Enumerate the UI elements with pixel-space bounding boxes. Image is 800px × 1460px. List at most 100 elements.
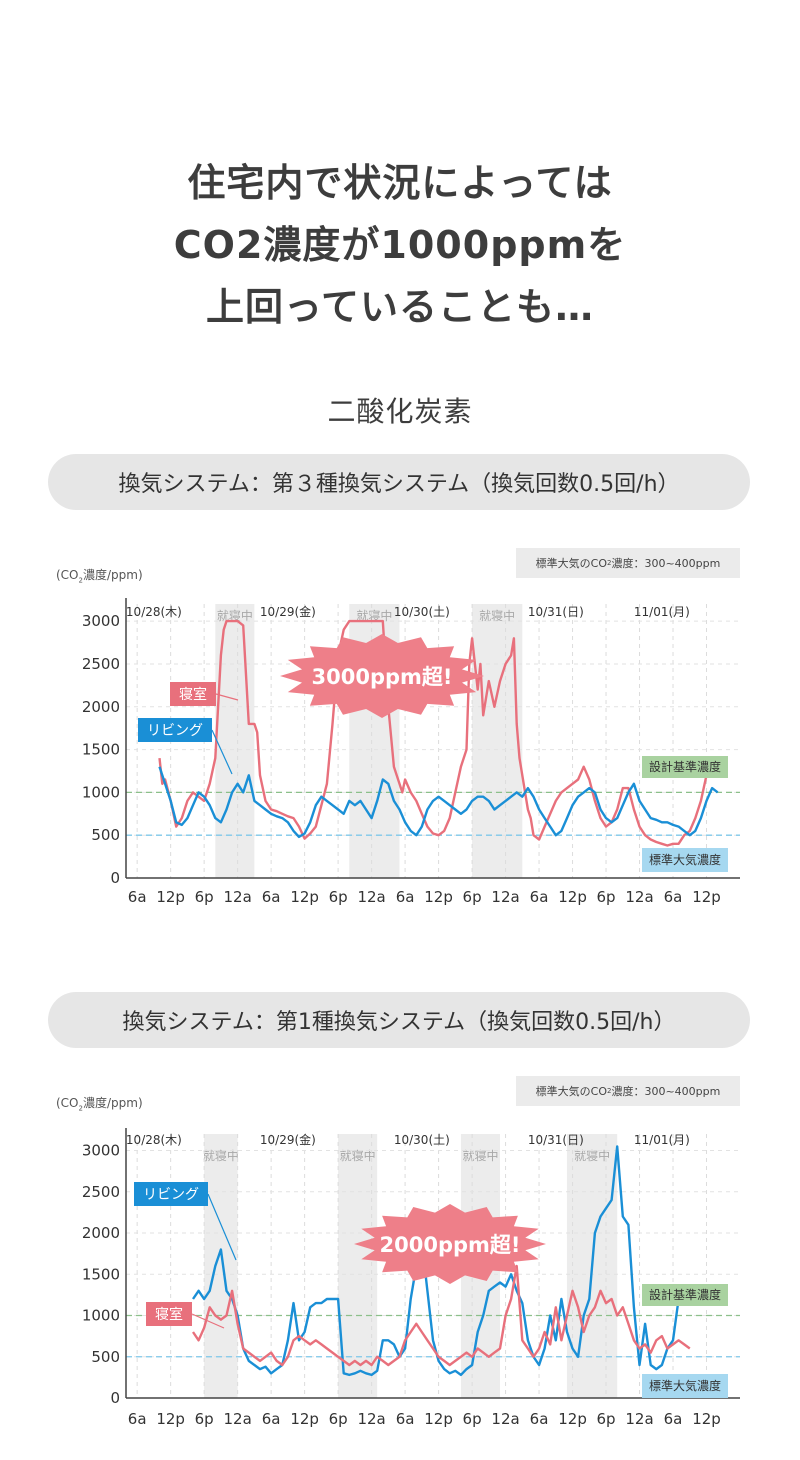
y-tick-label: 1500 <box>82 741 120 759</box>
living-label-box <box>138 718 212 742</box>
chart-1-atmos-standard-note: 標準大気のCO 2 濃度：300~400ppm <box>516 548 740 578</box>
x-tick-label: 12a <box>625 888 653 906</box>
callout-text: 3000ppm超! <box>312 665 453 689</box>
bedroom-label: 寝室 <box>155 1306 183 1323</box>
sleep-label: 就寝中 <box>462 1148 498 1163</box>
atmos-standard-label: 標準大気濃度 <box>649 852 721 867</box>
date-label: 10/28(木) <box>126 1133 182 1147</box>
y-tick-label: 0 <box>110 869 120 887</box>
chart-1-header: 換気システム：第３種換気システム（換気回数0.5回/h） <box>48 454 750 510</box>
callout-burst <box>354 1204 546 1284</box>
chart-2-atmos-note-suffix: 濃度：300~400ppm <box>611 1085 721 1098</box>
sleep-band <box>338 1134 378 1398</box>
callout-text: 2000ppm超! <box>380 1233 521 1257</box>
sleep-label: 就寝中 <box>340 1148 376 1163</box>
y-tick-label: 3000 <box>82 612 120 630</box>
date-label: 10/31(日) <box>528 1133 584 1147</box>
atmos-standard-label-box <box>642 848 728 872</box>
x-tick-label: 6p <box>329 888 348 906</box>
bedroom-series-line <box>192 1264 691 1367</box>
living-label-box <box>134 1182 208 1206</box>
x-tick-label: 6a <box>664 1410 683 1428</box>
x-tick-label: 6p <box>463 888 482 906</box>
chart-2-unit-label: (CO2濃度/ppm) <box>56 1094 143 1112</box>
y-tick-label: 2000 <box>82 698 120 716</box>
x-tick-label: 6a <box>664 888 683 906</box>
sleep-label: 就寝中 <box>479 608 515 623</box>
design-standard-label-box <box>642 756 728 778</box>
y-tick-label: 0 <box>110 1389 120 1407</box>
bedroom-series-line <box>158 619 708 847</box>
callout-burst <box>280 634 484 718</box>
chart-1-atmos-note-sub: 2 <box>606 559 612 567</box>
x-tick-label: 6a <box>128 888 147 906</box>
chart-1-unit-label: (CO2濃度/ppm) <box>56 566 143 584</box>
x-tick-label: 12a <box>357 888 385 906</box>
x-tick-label: 12a <box>625 1410 653 1428</box>
date-label: 11/01(月) <box>634 605 690 619</box>
sleep-label: 就寝中 <box>574 1148 610 1163</box>
headline-line-1: 住宅内で状況によっては <box>187 161 613 205</box>
chart-1-atmos-note-suffix: 濃度：300~400ppm <box>611 557 721 570</box>
x-tick-label: 6a <box>128 1410 147 1428</box>
headline-line-3: 上回っていることも… <box>205 285 595 329</box>
sleep-label: 就寝中 <box>356 608 392 623</box>
date-label: 10/28(木) <box>126 605 182 619</box>
sleep-label: 就寝中 <box>203 1148 239 1163</box>
x-tick-label: 6a <box>396 888 415 906</box>
design-standard-label: 設計基準濃度 <box>649 1287 721 1302</box>
x-tick-label: 12p <box>424 888 453 906</box>
date-label: 10/31(日) <box>528 605 584 619</box>
bedroom-label-leader <box>215 693 239 701</box>
y-tick-label: 2000 <box>82 1224 120 1242</box>
chart-2-unit-prefix: (CO <box>56 1096 79 1110</box>
sleep-label: 就寝中 <box>217 608 253 623</box>
sleep-band <box>204 1134 238 1398</box>
chart-1-plot: 就寝中 就寝中 就寝中 0 500 1000 1500 2000 2500 3000 6a 12p 6p… <box>82 598 740 906</box>
x-tick-label: 12a <box>491 1410 519 1428</box>
x-tick-label: 12p <box>558 1410 587 1428</box>
design-standard-label: 設計基準濃度 <box>649 759 721 774</box>
x-tick-label: 12p <box>558 888 587 906</box>
chart-2-unit-sub: 2 <box>78 1104 83 1113</box>
living-label: リビング <box>147 723 203 739</box>
chart-2-unit-suffix: 濃度/ppm) <box>82 1096 143 1110</box>
x-tick-label: 6p <box>195 888 214 906</box>
x-tick-label: 12p <box>156 1410 185 1428</box>
living-label-leader <box>211 729 233 775</box>
x-tick-label: 6p <box>463 1410 482 1428</box>
x-tick-label: 12p <box>156 888 185 906</box>
y-tick-label: 2500 <box>82 655 120 673</box>
y-tick-label: 1000 <box>82 1307 120 1325</box>
x-tick-label: 6a <box>262 1410 281 1428</box>
x-tick-label: 12a <box>357 1410 385 1428</box>
date-label: 10/30(土) <box>394 605 450 619</box>
y-tick-label: 2500 <box>82 1183 120 1201</box>
date-label: 11/01(月) <box>634 1133 690 1147</box>
chart-1-unit-suffix: 濃度/ppm) <box>82 568 143 582</box>
atmos-standard-label: 標準大気濃度 <box>649 1378 721 1393</box>
design-standard-label-box <box>642 1284 728 1306</box>
y-tick-label: 1500 <box>82 1265 120 1283</box>
section-subtitle: 二酸化炭素 <box>327 395 473 428</box>
y-tick-label: 500 <box>91 826 120 844</box>
headline-line-2: CO2濃度が1000ppmを <box>173 223 627 267</box>
x-tick-label: 6a <box>262 888 281 906</box>
x-tick-label: 12p <box>290 1410 319 1428</box>
y-tick-label: 1000 <box>82 783 120 801</box>
x-tick-label: 12a <box>223 888 251 906</box>
date-label: 10/29(金) <box>260 1132 316 1147</box>
x-tick-label: 12p <box>424 1410 453 1428</box>
x-tick-label: 6p <box>596 1410 615 1428</box>
bedroom-label: 寝室 <box>179 686 207 703</box>
living-series-line <box>158 766 719 839</box>
chart-2-plot: 就寝中 就寝中 就寝中 就寝中 0 500 1000 1500 2000 2500 3000 6a 12… <box>82 1128 740 1428</box>
chart-1-atmos-note-prefix: 標準大気のCO <box>535 557 607 570</box>
x-tick-label: 6p <box>195 1410 214 1428</box>
living-label: リビング <box>143 1187 199 1203</box>
bedroom-label-leader <box>191 1313 225 1329</box>
date-label: 10/30(土) <box>394 1133 450 1147</box>
x-tick-label: 6a <box>530 888 549 906</box>
headline: 住宅内で状況によっては CO2濃度が1000ppmを 上回っていることも… <box>0 152 800 338</box>
x-tick-label: 12p <box>290 888 319 906</box>
